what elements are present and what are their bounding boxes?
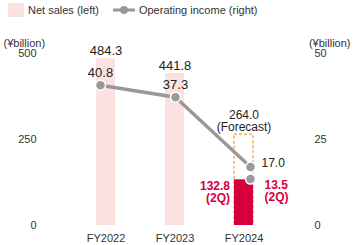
svg-text:0: 0 <box>315 219 321 231</box>
svg-text:250: 250 <box>18 133 36 145</box>
svg-text:500: 500 <box>18 47 37 59</box>
svg-text:(¥billion): (¥billion) <box>309 37 351 49</box>
svg-text:264.0(Forecast): 264.0(Forecast) <box>217 108 272 134</box>
html-text:Net sales (left): Net sales (left) <box>28 4 99 16</box>
svg-text:132.8(2Q): 132.8(2Q) <box>200 179 230 205</box>
svg-text:40.8: 40.8 <box>88 65 113 80</box>
svg-text:37.3: 37.3 <box>163 77 188 92</box>
svg-text:441.8: 441.8 <box>159 58 192 73</box>
svg-text:FY2022: FY2022 <box>87 232 126 244</box>
svg-text:0: 0 <box>30 219 36 231</box>
svg-text:FY2024: FY2024 <box>225 232 264 244</box>
svg-text:484.3: 484.3 <box>90 43 123 58</box>
html-text:Operating income (right): Operating income (right) <box>138 4 258 16</box>
svg-text:17.0: 17.0 <box>262 156 286 170</box>
svg-text:13.5(2Q): 13.5(2Q) <box>265 178 289 204</box>
svg-text:FY2023: FY2023 <box>156 232 195 244</box>
svg-text:50: 50 <box>314 47 327 59</box>
svg-text:(¥billion): (¥billion) <box>4 37 46 49</box>
svg-text:25: 25 <box>315 133 327 145</box>
